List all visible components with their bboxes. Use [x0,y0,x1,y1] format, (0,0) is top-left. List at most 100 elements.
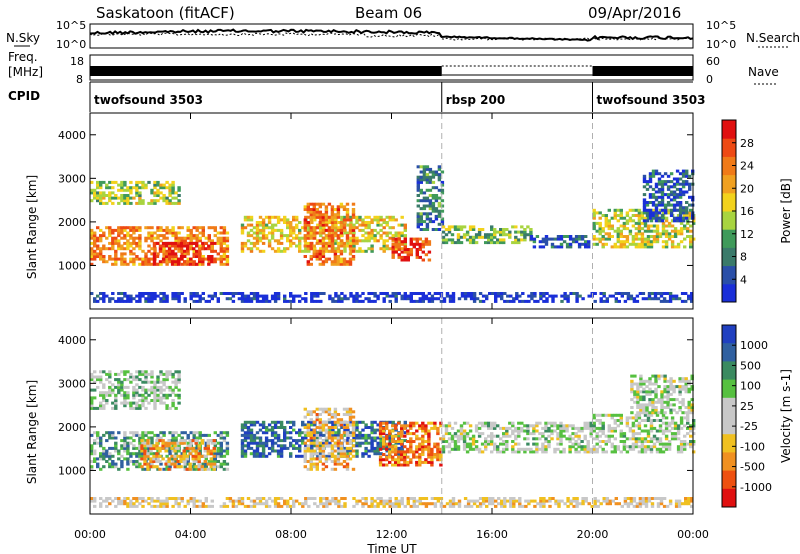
cell-b2-743 [165,385,169,389]
cell-b5-1590 [421,440,425,443]
cell-b6-1697 [459,424,464,428]
cell-b3-915 [286,420,290,424]
cell-b4-1172 [327,228,332,232]
cell-b1-505 [197,454,201,458]
cell-b5-1469 [385,437,389,441]
cell-b3-993 [382,244,386,248]
cell-b9-1686 [607,232,611,236]
cell-b5-1546 [409,450,413,454]
cell-b4-1270 [312,420,316,424]
cell-b11-2337 [373,294,377,298]
cell-b3-973 [373,236,377,240]
cell-b6-1656 [441,445,446,449]
cell-b4-1399 [342,420,347,424]
cell-b0-82 [117,228,121,232]
cell-b2-617 [120,383,124,387]
cell-b7-1552 [499,228,503,231]
cell-b6-1775 [499,450,503,454]
cell-b11-2553 [674,297,679,301]
cell-b6-1741 [484,447,488,451]
cell-b10-2046 [672,198,677,202]
cell-b0-296 [192,234,196,238]
cell-b11-2465 [542,299,546,303]
cell-b8-2346 [660,374,664,378]
cell-b0-72 [114,239,118,243]
cell-b11-2472 [551,299,555,303]
cell-b4-1134 [318,202,322,206]
cell-b0-322 [204,441,208,445]
cell-b7-1515 [471,235,476,239]
cell-b6-1710 [465,434,470,438]
cell-b6-1869 [544,437,548,441]
cell-b0-162 [144,226,148,230]
cell-b0-98 [129,460,133,463]
cell-b8-2279 [639,379,643,383]
cell-b6-1933 [574,442,578,446]
cell-b5-1286 [394,250,398,254]
cell-b4-1075 [306,210,310,214]
cell-b0-152 [141,260,145,264]
cell-b5-1601 [424,440,428,443]
cell-b0-340 [210,226,214,230]
cell-b3-948 [301,423,305,427]
cell-b3-876 [337,244,341,248]
cell-b5-1534 [403,424,407,428]
cell-b8-2282 [642,411,646,415]
cell-b5-1652 [439,424,443,428]
noise-right-tick-top: 10^5 [706,19,736,32]
cell-b4-1177 [330,260,335,264]
cell-b8-2284 [642,406,646,409]
cell-b9-1894 [679,232,684,236]
cell-b0-367 [222,255,227,258]
cell-b11-2223 [225,297,230,301]
cell-b8-2339 [660,406,664,409]
cell-b0-22 [99,467,103,471]
cell-b1-515 [203,460,207,463]
cell-b3-966 [310,439,314,443]
cell-b10-2031 [669,214,674,217]
cell-b6-1417 [428,188,433,192]
cell-b9-1703 [613,208,617,212]
cell-b0-104 [132,462,136,466]
cell-b9-1868 [667,211,672,215]
cell-b0-105 [132,460,136,463]
cell-b2-668 [138,372,142,376]
cell-b10-2078 [678,177,683,181]
cell-b5-1566 [415,450,419,454]
cell-b2-542 [90,404,94,408]
cell-b11-2345 [385,294,389,298]
cell-b9-1646 [592,237,596,241]
cell-b5-1650 [439,447,443,451]
cell-b3-806 [246,428,251,432]
cell-b7-1478 [444,238,449,242]
cell-b4-1191 [330,210,335,214]
cell-b3-751 [286,223,290,227]
cell-b0-128 [132,241,136,245]
cell-b3-979 [313,423,317,427]
cell-b1-483 [188,462,192,466]
cell-b1-502 [197,462,201,466]
cell-b7-2138 [652,445,657,449]
cell-b5-1608 [427,453,431,456]
cell-b5-1494 [394,460,398,464]
cell-b7-1475 [441,230,446,234]
cell-b3-997 [382,226,386,230]
cell-b5-1535 [406,463,410,467]
cell-b4-1342 [330,449,335,453]
cell-b0-15 [96,465,100,469]
cell-b11-2560 [687,297,691,301]
cell-b11-2162 [144,292,148,295]
cell-b4-1395 [342,449,347,453]
cell-b6-1833 [526,426,530,430]
cell-b7-1573 [520,238,524,242]
cell-b3-978 [376,239,380,243]
cell-b1-433 [179,255,184,258]
cell-b0-139 [135,228,139,232]
cell-b4-1403 [345,465,350,469]
cell-b2-709 [153,391,157,395]
cell-b11-2188 [174,297,178,301]
cell-b11-2319 [352,299,356,303]
cell-b10-2079 [678,172,683,176]
cell-b3-775 [295,218,299,222]
cell-b2-619 [168,191,172,195]
